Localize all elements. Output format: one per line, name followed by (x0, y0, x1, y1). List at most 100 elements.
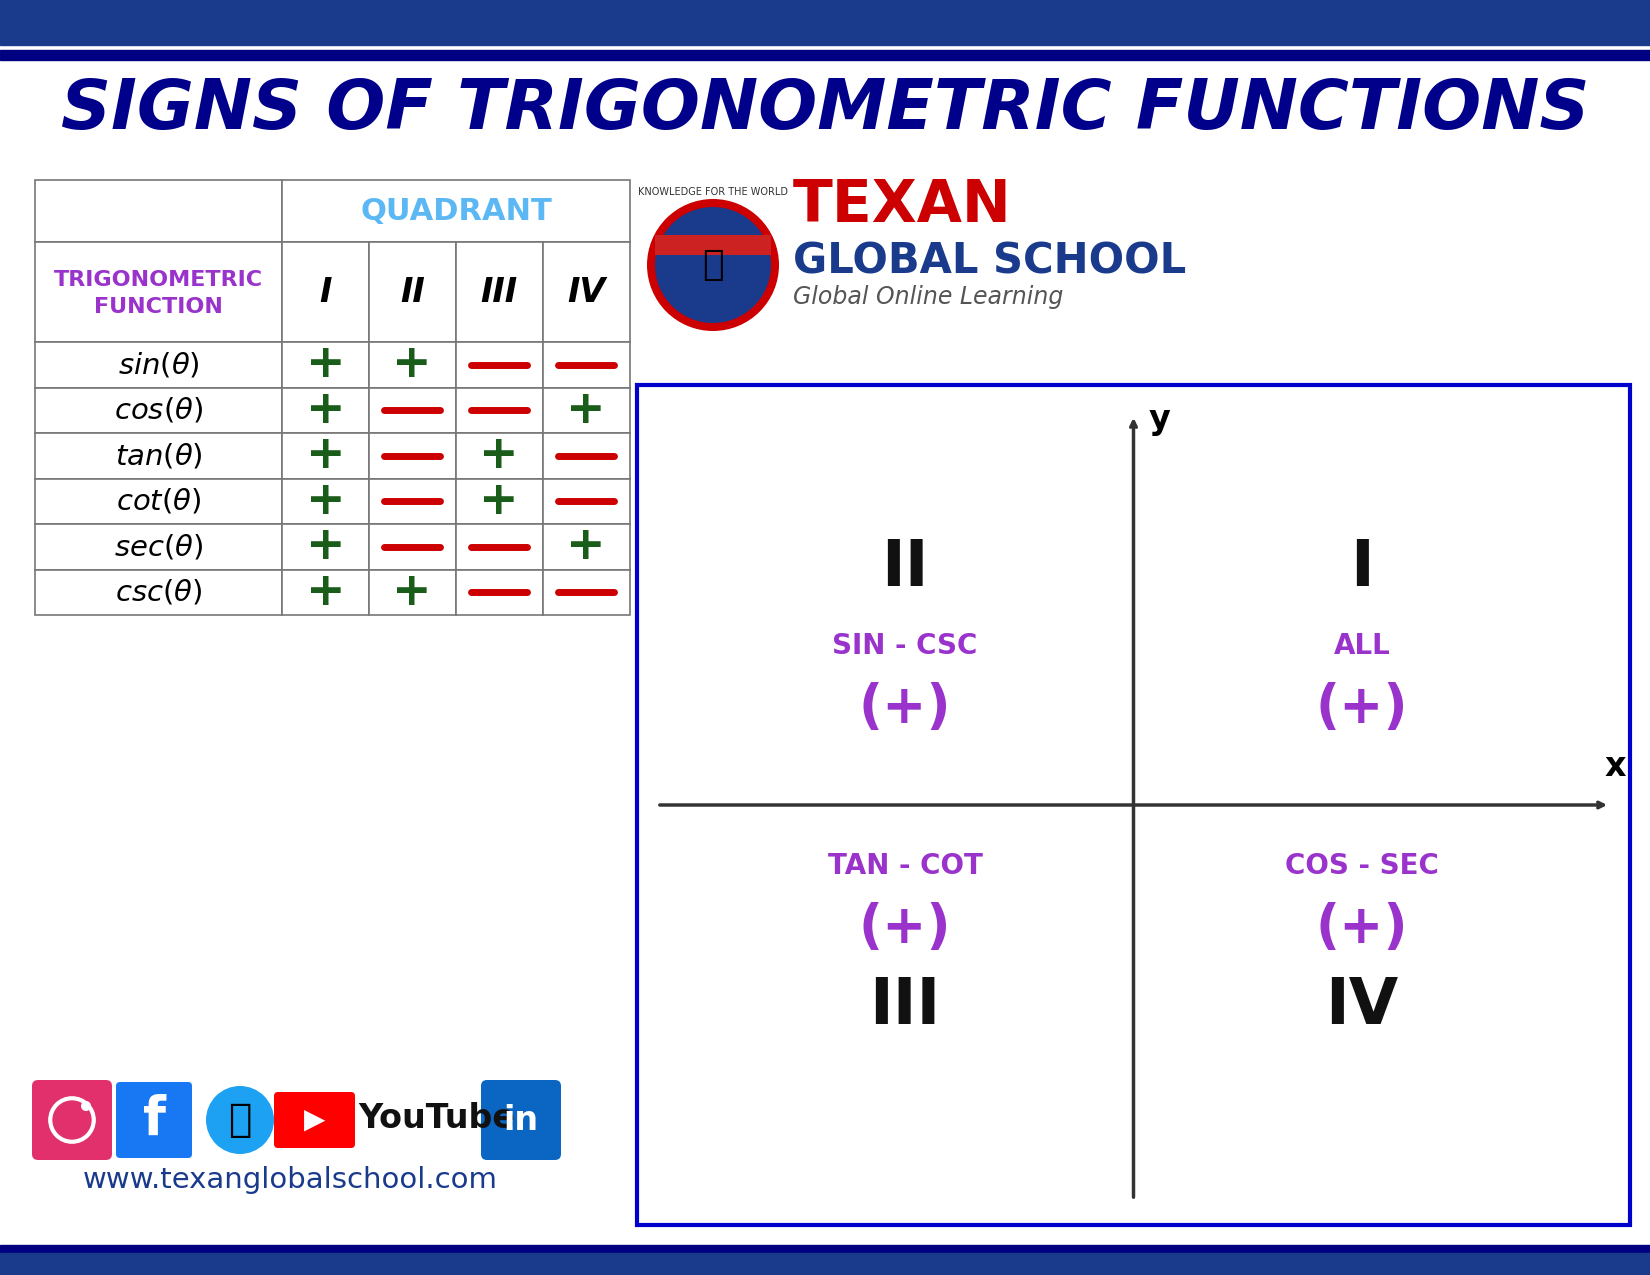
Text: +: + (566, 524, 606, 569)
Bar (35, 434, 282, 478)
Bar (543, 434, 630, 478)
Bar (282, 180, 630, 242)
Bar (543, 570, 630, 615)
FancyBboxPatch shape (31, 1080, 112, 1160)
Text: II: II (881, 537, 929, 599)
Text: $cot(θ)$: $cot(θ)$ (116, 487, 201, 516)
Bar (35, 342, 282, 388)
Text: I: I (318, 275, 332, 309)
Bar (35, 242, 282, 342)
Bar (370, 388, 455, 434)
Text: 🌍: 🌍 (703, 249, 724, 282)
Bar (455, 478, 543, 524)
Circle shape (206, 1086, 274, 1154)
Text: FUNCTION: FUNCTION (94, 297, 223, 317)
Text: www.texanglobalschool.com: www.texanglobalschool.com (82, 1167, 498, 1193)
Bar (0, 50, 1650, 60)
Text: +: + (305, 570, 345, 615)
Text: TRIGONOMETRIC: TRIGONOMETRIC (54, 270, 262, 289)
Bar (282, 478, 370, 524)
Text: Global Online Learning: Global Online Learning (794, 286, 1063, 309)
Bar (282, 524, 370, 570)
Bar (543, 388, 630, 434)
Bar (543, 524, 630, 570)
Bar (35, 524, 282, 570)
Text: +: + (478, 478, 518, 524)
Bar (370, 524, 455, 570)
Text: III: III (870, 975, 940, 1037)
Bar (455, 342, 543, 388)
Circle shape (655, 207, 771, 323)
Bar (455, 524, 543, 570)
Bar (282, 342, 370, 388)
Text: y: y (1148, 403, 1170, 436)
Bar (543, 478, 630, 524)
Text: $csc(θ)$: $csc(θ)$ (116, 578, 201, 607)
Text: TAN - COT: TAN - COT (828, 852, 982, 880)
Text: +: + (566, 388, 606, 432)
Text: ▶: ▶ (304, 1105, 325, 1133)
Bar (370, 242, 455, 342)
FancyBboxPatch shape (116, 1082, 191, 1158)
Bar (0, 1244, 1650, 1255)
Text: I: I (1350, 537, 1374, 599)
Text: (+): (+) (1315, 682, 1407, 734)
Text: COS - SEC: COS - SEC (1285, 852, 1439, 880)
Text: +: + (393, 570, 432, 615)
Text: $cos(θ)$: $cos(θ)$ (114, 395, 203, 425)
Bar (455, 570, 543, 615)
Bar (35, 478, 282, 524)
Bar (455, 388, 543, 434)
Text: SIGNS OF TRIGONOMETRIC FUNCTIONS: SIGNS OF TRIGONOMETRIC FUNCTIONS (61, 76, 1589, 144)
Bar (370, 478, 455, 524)
FancyBboxPatch shape (482, 1080, 561, 1160)
Text: (+): (+) (1315, 903, 1407, 954)
Text: $sin(θ)$: $sin(θ)$ (117, 351, 200, 379)
Circle shape (647, 199, 779, 332)
Bar (282, 242, 370, 342)
Bar (370, 434, 455, 478)
Text: (+): (+) (860, 682, 952, 734)
Text: f: f (142, 1094, 165, 1146)
Bar (282, 570, 370, 615)
Bar (0, 1253, 1650, 1275)
Text: x: x (1604, 750, 1625, 783)
Text: KNOWLEDGE FOR THE WORLD: KNOWLEDGE FOR THE WORLD (639, 187, 789, 198)
Bar (282, 434, 370, 478)
Text: +: + (305, 524, 345, 569)
Text: +: + (305, 388, 345, 432)
Bar (35, 570, 282, 615)
FancyBboxPatch shape (274, 1091, 355, 1148)
Text: III: III (480, 275, 518, 309)
Text: ALL: ALL (1333, 632, 1391, 660)
Bar (637, 385, 1630, 1225)
Bar (655, 235, 771, 255)
Text: +: + (478, 434, 518, 478)
Bar (0, 0, 1650, 45)
Bar (282, 388, 370, 434)
Bar (455, 242, 543, 342)
Text: TEXAN: TEXAN (794, 176, 1011, 233)
Text: SIN - CSC: SIN - CSC (832, 632, 978, 660)
Bar (543, 342, 630, 388)
Text: IV: IV (1325, 975, 1399, 1037)
Text: YouTube: YouTube (358, 1102, 515, 1135)
Bar (455, 434, 543, 478)
Circle shape (81, 1102, 91, 1111)
Text: IV: IV (568, 275, 606, 309)
Bar (543, 242, 630, 342)
Text: QUADRANT: QUADRANT (360, 196, 551, 226)
Bar (370, 570, 455, 615)
Bar (35, 180, 282, 242)
Text: +: + (393, 342, 432, 388)
Text: $tan(θ)$: $tan(θ)$ (114, 441, 203, 470)
Text: $sec(θ)$: $sec(θ)$ (114, 532, 203, 561)
Bar (370, 342, 455, 388)
Bar (35, 388, 282, 434)
Text: 🐦: 🐦 (228, 1102, 252, 1139)
Text: +: + (305, 342, 345, 388)
Text: (+): (+) (860, 903, 952, 954)
Text: in: in (503, 1103, 538, 1136)
Text: +: + (305, 478, 345, 524)
Text: +: + (305, 434, 345, 478)
